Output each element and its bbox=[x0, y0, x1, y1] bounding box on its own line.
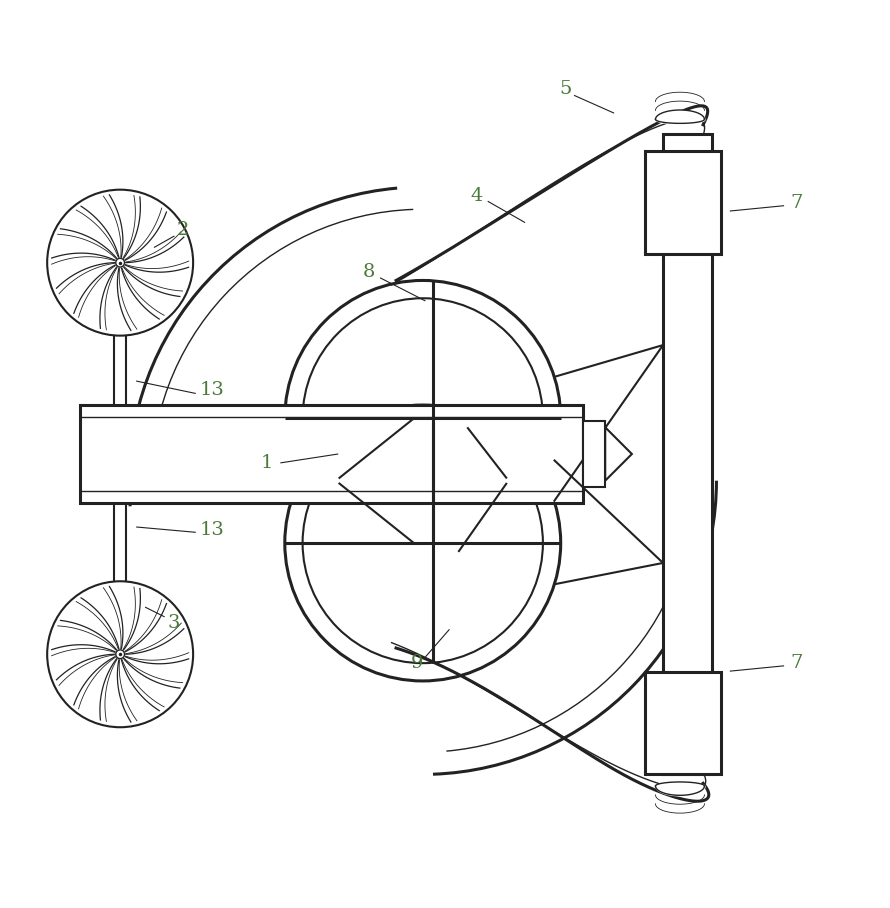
Text: 7: 7 bbox=[790, 654, 803, 672]
Bar bbox=[645, 672, 721, 775]
Circle shape bbox=[285, 405, 561, 681]
Text: 13: 13 bbox=[199, 381, 224, 399]
Text: 3: 3 bbox=[167, 614, 180, 632]
Circle shape bbox=[303, 423, 543, 663]
Bar bbox=[645, 152, 721, 253]
Text: 5: 5 bbox=[559, 80, 571, 98]
Text: 7: 7 bbox=[790, 194, 803, 212]
Circle shape bbox=[47, 190, 193, 336]
Circle shape bbox=[116, 258, 125, 267]
Text: 4: 4 bbox=[470, 187, 482, 205]
Circle shape bbox=[116, 650, 125, 658]
Circle shape bbox=[303, 298, 543, 538]
Text: 1: 1 bbox=[261, 454, 273, 472]
Text: 2: 2 bbox=[176, 221, 189, 239]
Text: 13: 13 bbox=[199, 520, 224, 538]
Bar bbox=[80, 405, 583, 503]
Circle shape bbox=[47, 581, 193, 727]
Bar bbox=[663, 133, 712, 775]
Text: 8: 8 bbox=[363, 262, 376, 281]
Text: 9: 9 bbox=[410, 654, 423, 672]
Circle shape bbox=[285, 281, 561, 557]
Bar bbox=[583, 421, 605, 487]
